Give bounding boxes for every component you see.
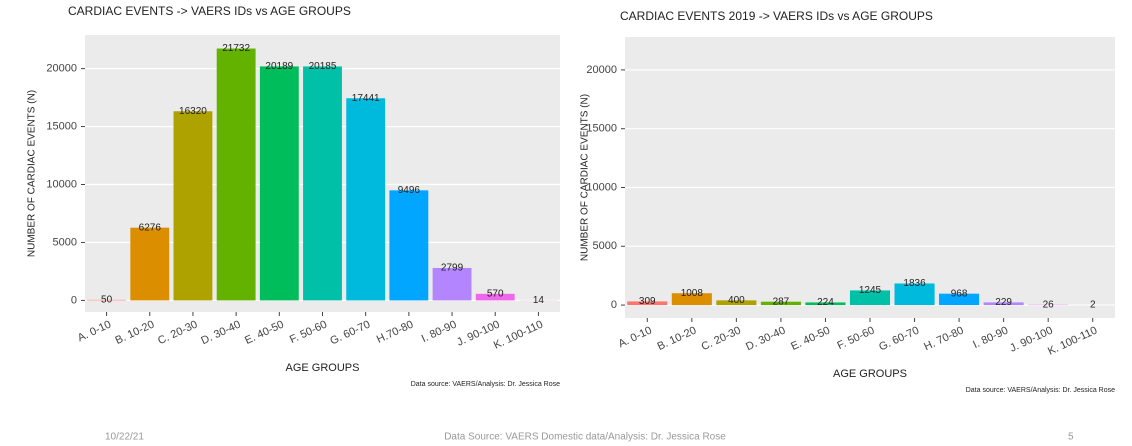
y-tick-label: 15000 (46, 120, 77, 132)
y-tick-label: 20000 (586, 64, 617, 76)
bar (849, 290, 891, 306)
chart-title: CARDIAC EVENTS 2019 -> VAERS IDs vs AGE … (620, 9, 933, 23)
x-axis-title: AGE GROUPS (833, 368, 907, 380)
bar (303, 66, 342, 301)
bar (130, 227, 170, 301)
plot-panel (625, 37, 1115, 318)
value-label: 400 (728, 295, 745, 306)
chart-title: CARDIAC EVENTS -> VAERS IDs vs AGE GROUP… (68, 4, 351, 18)
y-tick-label: 10000 (586, 181, 617, 193)
bar (627, 301, 668, 306)
bar (173, 111, 213, 301)
value-label: 20185 (309, 61, 337, 72)
bar (671, 293, 712, 306)
y-tick-label: 0 (71, 294, 77, 306)
y-axis-title: NUMBER OF CARDIAC EVENTS (N) (580, 94, 591, 261)
value-label: 309 (639, 296, 656, 307)
value-label: 26 (1043, 299, 1055, 310)
bar (760, 301, 801, 306)
bar (216, 48, 256, 301)
value-label: 9496 (398, 185, 421, 196)
value-label: 968 (951, 288, 968, 299)
bar (716, 300, 757, 306)
value-label: 570 (487, 288, 504, 299)
value-label: 21732 (222, 43, 250, 54)
value-label: 14 (533, 295, 545, 306)
y-tick-label: 20000 (46, 63, 77, 75)
x-axis-title: AGE GROUPS (286, 362, 360, 374)
bar (87, 299, 127, 301)
footer-page: 5 (1068, 432, 1074, 443)
value-label: 1836 (903, 278, 926, 289)
caption: Data source: VAERS/Analysis: Dr. Jessica… (966, 387, 1115, 394)
value-label: 17441 (352, 93, 380, 104)
value-label: 2 (1090, 300, 1096, 311)
caption: Data source: VAERS/Analysis: Dr. Jessica… (411, 381, 560, 388)
value-label: 20189 (265, 61, 293, 72)
y-tick-label: 15000 (586, 123, 617, 135)
y-axis-title: NUMBER OF CARDIAC EVENTS (N) (27, 90, 38, 257)
footer-source: Data Source: VAERS Domestic data/Analysi… (444, 432, 726, 443)
y-tick-label: 5000 (53, 236, 77, 248)
y-tick-label: 10000 (46, 178, 77, 190)
value-label: 2799 (441, 263, 464, 274)
bar (432, 267, 472, 301)
bar (389, 190, 429, 301)
value-label: 229 (995, 297, 1012, 308)
value-label: 1008 (681, 288, 704, 299)
value-label: 224 (817, 297, 834, 308)
bar (805, 302, 846, 306)
value-label: 50 (101, 294, 113, 305)
bar (939, 293, 980, 306)
value-label: 287 (773, 296, 790, 307)
bar (475, 293, 515, 301)
value-label: 16320 (179, 106, 207, 117)
bar (346, 98, 386, 301)
value-label: 1245 (859, 285, 882, 296)
bar (259, 66, 299, 301)
y-tick-label: 0 (611, 299, 617, 311)
footer-date: 10/22/21 (105, 432, 144, 443)
bar (894, 283, 935, 306)
bar (983, 302, 1024, 306)
value-label: 6276 (139, 222, 162, 233)
y-tick-label: 5000 (593, 240, 617, 252)
